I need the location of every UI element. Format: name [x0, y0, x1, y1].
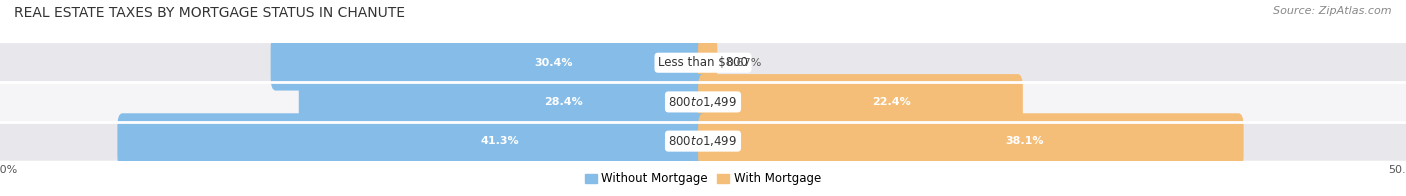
FancyBboxPatch shape — [298, 74, 707, 130]
FancyBboxPatch shape — [270, 35, 707, 91]
Text: 0.67%: 0.67% — [727, 58, 762, 68]
FancyBboxPatch shape — [0, 43, 1406, 82]
Text: 30.4%: 30.4% — [534, 58, 572, 68]
Text: 41.3%: 41.3% — [481, 136, 519, 146]
FancyBboxPatch shape — [697, 74, 1024, 130]
FancyBboxPatch shape — [0, 82, 1406, 122]
Text: $800 to $1,499: $800 to $1,499 — [668, 134, 738, 148]
FancyBboxPatch shape — [0, 122, 1406, 161]
FancyBboxPatch shape — [697, 113, 1244, 169]
Text: REAL ESTATE TAXES BY MORTGAGE STATUS IN CHANUTE: REAL ESTATE TAXES BY MORTGAGE STATUS IN … — [14, 6, 405, 20]
Text: 28.4%: 28.4% — [544, 97, 582, 107]
Text: 22.4%: 22.4% — [873, 97, 911, 107]
FancyBboxPatch shape — [117, 113, 709, 169]
Text: Less than $800: Less than $800 — [658, 56, 748, 69]
FancyBboxPatch shape — [697, 35, 717, 91]
Text: $800 to $1,499: $800 to $1,499 — [668, 95, 738, 109]
Legend: Without Mortgage, With Mortgage: Without Mortgage, With Mortgage — [581, 168, 825, 190]
Text: Source: ZipAtlas.com: Source: ZipAtlas.com — [1274, 6, 1392, 16]
Text: 38.1%: 38.1% — [1005, 136, 1043, 146]
